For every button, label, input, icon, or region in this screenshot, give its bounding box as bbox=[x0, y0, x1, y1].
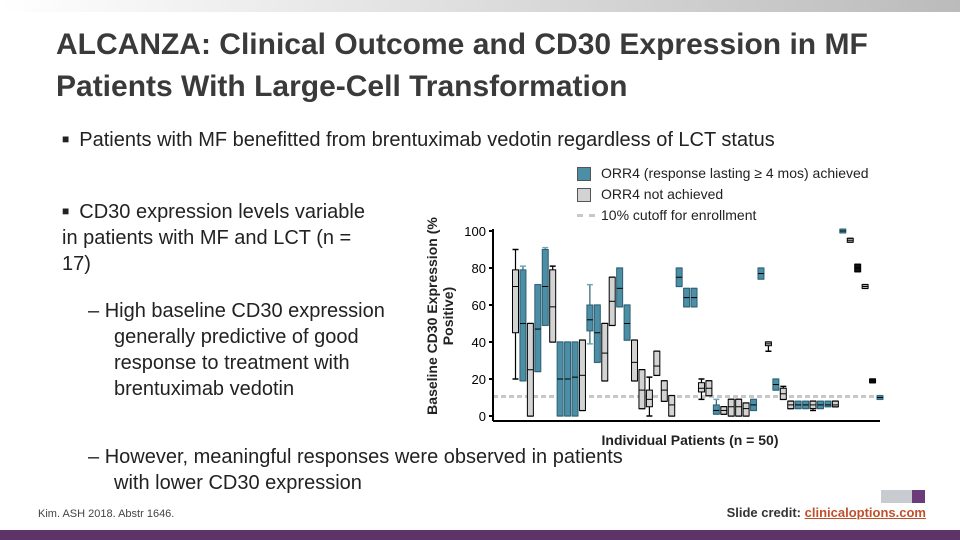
patient-box bbox=[742, 402, 750, 417]
patient-box bbox=[668, 395, 676, 417]
bullet-1-text: Patients with MF benefitted from brentux… bbox=[79, 129, 775, 151]
patient-box bbox=[735, 398, 743, 417]
y-tick-label: 80 bbox=[472, 261, 486, 276]
patient-box bbox=[601, 323, 609, 382]
y-tick-label: 40 bbox=[472, 335, 486, 350]
patient-box bbox=[645, 389, 653, 408]
legend-cutoff: 10% cutoff for enrollment bbox=[577, 205, 869, 226]
legend-swatch bbox=[577, 187, 591, 202]
legend-label: ORR4 (response lasting ≥ 4 mos) achieved bbox=[601, 165, 869, 181]
patient-box bbox=[653, 350, 661, 376]
patient-box bbox=[541, 249, 549, 326]
patient-box bbox=[549, 269, 557, 343]
chart-legend: ORR4 (response lasting ≥ 4 mos) achieved… bbox=[577, 163, 869, 226]
x-axis-label: Individual Patients (n = 50) bbox=[601, 432, 779, 448]
bullet-2-text: CD30 expression levels variable in patie… bbox=[62, 201, 365, 275]
patient-box bbox=[623, 304, 631, 341]
bullet-2: ■ CD30 expression levels variable in pati… bbox=[62, 198, 382, 277]
patient-box bbox=[593, 304, 601, 363]
legend-label: ORR4 not achieved bbox=[601, 186, 724, 202]
legend-swatch bbox=[577, 166, 591, 181]
patient-box bbox=[727, 398, 735, 417]
slide-title: ALCANZA: Clinical Outcome and CD30 Expre… bbox=[56, 28, 868, 103]
y-tick-label: 0 bbox=[479, 409, 486, 424]
patient-box bbox=[631, 339, 639, 382]
citation: Kim. ASH 2018. Abstr 1646. bbox=[38, 508, 175, 520]
patient-box bbox=[712, 404, 720, 415]
bottom-decor-bar bbox=[0, 530, 960, 540]
bullet-square-icon: ■ bbox=[62, 204, 70, 218]
patient-box bbox=[616, 267, 624, 308]
legend-not-achieved: ORR4 not achieved bbox=[577, 184, 869, 205]
patient-box bbox=[534, 284, 542, 373]
subbullet-2-text: However, meaningful responses were obser… bbox=[104, 446, 623, 494]
slide-credit: Slide credit: clinicaloptions.com bbox=[727, 505, 926, 520]
patient-box bbox=[660, 380, 668, 402]
legend-achieved: ORR4 (response lasting ≥ 4 mos) achieved bbox=[577, 163, 869, 184]
y-tick-label: 100 bbox=[464, 224, 486, 239]
patient-box bbox=[831, 400, 839, 408]
patient-box bbox=[697, 382, 705, 393]
credit-link[interactable]: clinicaloptions.com bbox=[804, 505, 926, 520]
bullet-square-icon: ■ bbox=[62, 132, 70, 146]
bullet-1: ■ Patients with MF benefitted from brentu… bbox=[62, 126, 822, 153]
patient-box bbox=[512, 269, 519, 334]
subbullet-2: – However, meaningful responses were obs… bbox=[88, 446, 623, 494]
subbullet-1: – High baseline CD30 expression generall… bbox=[88, 300, 385, 400]
patient-box bbox=[571, 341, 579, 417]
patient-box bbox=[824, 400, 832, 408]
patient-box bbox=[519, 269, 527, 382]
y-tick-label: 20 bbox=[472, 372, 486, 387]
y-tick-label: 60 bbox=[472, 298, 486, 313]
top-decor-bar bbox=[0, 0, 960, 12]
legend-label: 10% cutoff for enrollment bbox=[601, 207, 757, 223]
patient-box bbox=[638, 369, 646, 410]
cco-logo bbox=[881, 490, 925, 503]
legend-dash bbox=[577, 214, 595, 217]
patient-box bbox=[586, 304, 594, 332]
subbullet-1-text: High baseline CD30 expression generally … bbox=[104, 300, 385, 400]
credit-label: Slide credit: bbox=[726, 505, 802, 520]
